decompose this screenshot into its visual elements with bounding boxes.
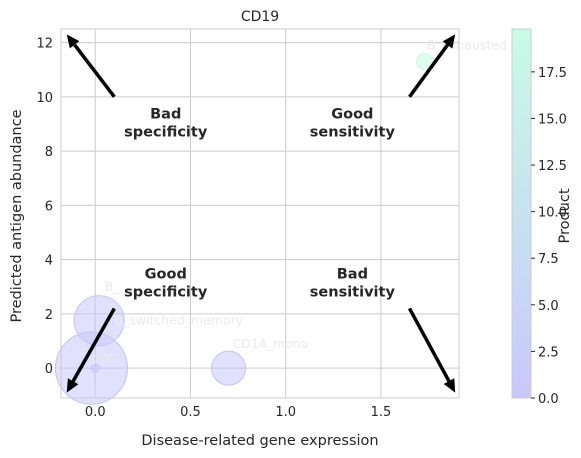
quadrant-arrow <box>408 34 456 98</box>
quadrant-arrow <box>66 34 116 98</box>
y-tick-label: 6 <box>45 199 53 214</box>
plot-frame <box>60 28 460 399</box>
colorbar-tick-label: 17.5 <box>538 66 567 81</box>
colorbar-tick-label: 5.0 <box>538 299 559 314</box>
y-tick-label: 0 <box>45 362 53 377</box>
arrow-shaft <box>407 307 451 382</box>
y-axis-label: Predicted antigen abundance <box>9 109 25 322</box>
y-tick-label: 4 <box>45 254 53 269</box>
quadrant-annotations: Bad specificity Good sensitivity Good specifi… <box>124 107 395 301</box>
quadrant-arrow <box>407 307 456 393</box>
annotation-line: specificity <box>124 125 208 141</box>
data-points <box>54 52 434 405</box>
y-tick-label: 10 <box>36 91 53 106</box>
point-labels: pDC B_switched_memory CD14_mono B_ B_exhaust… <box>91 37 506 365</box>
data-point <box>416 52 434 71</box>
quadrant-arrows <box>66 34 456 393</box>
y-tick-label: 12 <box>36 37 53 52</box>
colorbar-tick-label: 0.0 <box>538 392 559 407</box>
plot-area <box>61 29 459 398</box>
annotation-line: specificity <box>124 285 208 301</box>
annotation-line: Good <box>145 267 187 283</box>
arrow-head <box>443 378 456 393</box>
colorbar-tick-label: 7.5 <box>538 252 559 267</box>
x-axis-ticks: 0.0 0.5 1.0 1.5 <box>85 405 391 420</box>
quadrant-arrow <box>66 307 116 393</box>
colorbar-tick-label: 10.0 <box>538 206 567 221</box>
point-label: B_ <box>105 279 121 294</box>
annotation-line: sensitivity <box>310 285 396 301</box>
data-point <box>90 363 100 373</box>
colorbar-label: Product <box>557 188 573 243</box>
arrow-shaft <box>408 43 449 98</box>
quadrant-annotation: Good specificity <box>124 267 208 301</box>
colorbar-ticks: 0.0 2.5 5.0 7.5 10.0 12.5 15.0 17.5 <box>531 66 567 407</box>
colorbar-tick-label: 2.5 <box>538 345 559 360</box>
quadrant-annotation: Bad specificity <box>124 107 208 141</box>
quadrant-annotation: Good sensitivity <box>310 107 396 141</box>
arrow-head <box>66 378 79 393</box>
point-label: B_exhausted <box>427 37 507 52</box>
annotation-line: Bad <box>337 267 368 283</box>
y-tick-label: 8 <box>45 145 53 160</box>
annotation-line: Good <box>331 107 373 123</box>
annotation-line: Bad <box>150 107 181 123</box>
x-tick-label: 1.0 <box>275 405 296 420</box>
x-tick-label: 0.5 <box>180 405 201 420</box>
arrow-shaft <box>73 43 116 98</box>
chart-title: CD19 <box>241 9 279 25</box>
colorbar-tick-label: 15.0 <box>538 112 567 127</box>
point-label: pDC <box>91 351 118 366</box>
arrow-shaft <box>71 307 116 383</box>
data-point <box>210 350 247 386</box>
y-axis-ticks: 0 2 4 6 8 10 12 <box>36 37 53 378</box>
y-tick-label: 2 <box>45 308 53 323</box>
arrow-head <box>442 34 456 49</box>
arrow-head <box>66 34 80 49</box>
grid-lines <box>61 29 459 398</box>
data-point <box>73 295 125 347</box>
x-tick-label: 1.5 <box>371 405 392 420</box>
colorbar <box>511 28 532 399</box>
x-tick-label: 0.0 <box>85 405 106 420</box>
point-label: CD14_mono <box>232 336 308 351</box>
colorbar-tick-label: 12.5 <box>538 159 567 174</box>
x-axis-label: Disease-related gene expression <box>141 433 378 449</box>
annotation-line: sensitivity <box>310 125 396 141</box>
point-label: B_switched_memory <box>114 313 243 328</box>
quadrant-annotation: Bad sensitivity <box>310 267 396 301</box>
